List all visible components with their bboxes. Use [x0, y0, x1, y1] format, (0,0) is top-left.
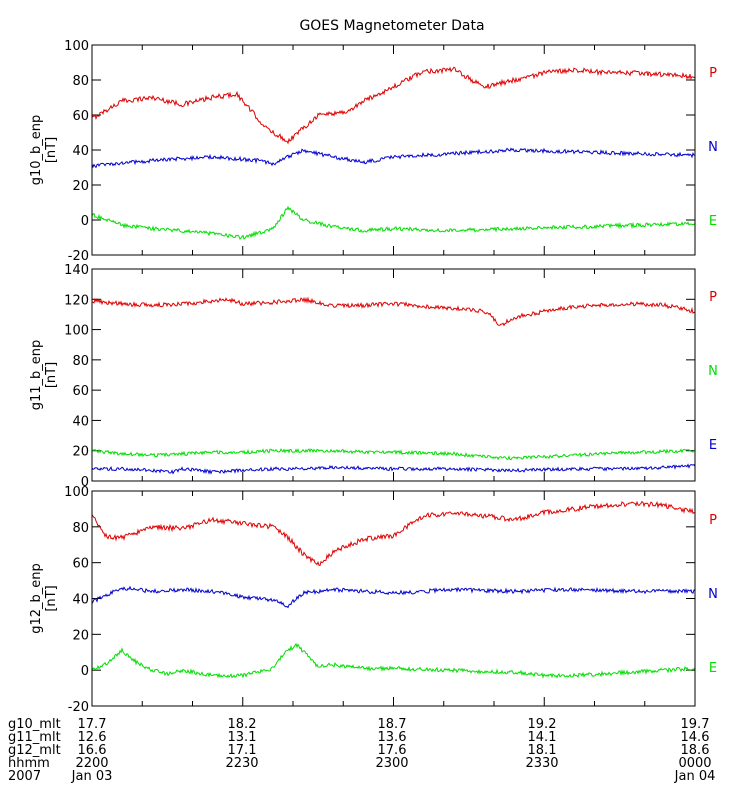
series-line-p [91, 296, 696, 327]
panel-frame [91, 490, 696, 707]
y-tick-label: 80 [72, 74, 89, 89]
y-tick-label: -20 [68, 700, 89, 715]
y-axis-label: g10_b_enp [29, 115, 44, 186]
y-tick-label: 100 [64, 485, 89, 500]
x-row-value: 14.6 [681, 730, 710, 745]
x-row-value: 2300 [375, 756, 408, 771]
y-tick-label: 80 [72, 354, 89, 369]
y-tick-label: 0 [81, 664, 89, 679]
y-axis-unit: [nT] [44, 137, 59, 163]
x-axis-label-rows: g10_mlt 17.7 18.2 18.7 19.2 19.7 g11_mlt 12.6 13… [8, 717, 715, 784]
x-row-value: 18.7 [378, 717, 407, 732]
x-row-value: Jan 03 [71, 769, 113, 784]
x-row-value: 19.2 [528, 717, 557, 732]
legend-n: N [708, 364, 718, 379]
legend-e: E [709, 661, 717, 676]
y-axis-label: g12_b_enp [29, 563, 44, 634]
x-row-label: 2007 [8, 769, 41, 784]
series-line-p [91, 500, 696, 566]
panel-1: -20 0 20 40 60 80 100 g10_b_enp [nT] P N E [29, 39, 718, 264]
x-row-value: 16.6 [78, 743, 107, 758]
legend-n: N [708, 140, 718, 155]
y-tick-label: -20 [68, 249, 89, 264]
x-row-value: 17.7 [78, 717, 107, 732]
x-row-value: 14.1 [528, 730, 557, 745]
y-tick-label: 0 [81, 214, 89, 229]
x-row-value: 17.6 [378, 743, 407, 758]
series-line-n [91, 147, 696, 169]
y-tick-label: 100 [64, 39, 89, 54]
legend-e: E [709, 214, 717, 229]
y-axis-label: g11_b_enp [29, 340, 44, 411]
panel-frame [91, 268, 696, 482]
y-tick-label: 40 [72, 593, 89, 608]
legend-e: E [709, 438, 717, 453]
y-tick-label: 40 [72, 414, 89, 429]
x-row-value: 2330 [525, 756, 558, 771]
y-tick-label: 60 [72, 384, 89, 399]
y-tick-label: 60 [72, 109, 89, 124]
x-row-value: 12.6 [78, 730, 107, 745]
series-line-p [91, 66, 696, 145]
y-axis-unit: [nT] [44, 585, 59, 611]
x-row-value: 13.6 [378, 730, 407, 745]
x-row-value: 0000 [678, 756, 711, 771]
chart-title: GOES Magnetometer Data [299, 18, 484, 34]
x-row-value: 19.7 [681, 717, 710, 732]
series-line-e [91, 642, 696, 679]
y-tick-label: 20 [72, 628, 89, 643]
x-row-value: 13.1 [228, 730, 257, 745]
y-tick-label: 120 [64, 293, 89, 308]
x-row-label: hhmm [8, 756, 50, 771]
x-row-value: 2230 [225, 756, 258, 771]
y-tick-label: 60 [72, 557, 89, 572]
legend-p: P [709, 290, 717, 305]
x-row-value: 18.1 [528, 743, 557, 758]
x-row-value: 18.6 [681, 743, 710, 758]
series-line-e [91, 463, 696, 475]
x-row-label: g11_mlt [8, 730, 61, 745]
legend-p: P [709, 513, 717, 528]
x-row-label: g10_mlt [8, 717, 61, 732]
legend-p: P [709, 66, 717, 81]
x-row-value: 18.2 [228, 717, 257, 732]
panel-3: -20 0 20 40 60 80 100 g12_b_enp [nT] P N E [29, 485, 718, 715]
x-row-label: g12_mlt [8, 743, 61, 758]
y-tick-label: 20 [72, 179, 89, 194]
x-row-value: Jan 04 [674, 769, 716, 784]
x-row-value: 2200 [75, 756, 108, 771]
y-tick-label: 20 [72, 445, 89, 460]
panel-2: 0 20 40 60 80 100 120 140 g11_b_enp [nT] P N E [29, 263, 718, 490]
series-line-n [91, 448, 696, 461]
y-axis-unit: [nT] [44, 362, 59, 388]
y-tick-label: 140 [64, 263, 89, 278]
x-row-value: 17.1 [228, 743, 257, 758]
y-tick-label: 80 [72, 521, 89, 536]
legend-n: N [708, 587, 718, 602]
panel-frame [91, 44, 696, 256]
y-tick-label: 0 [81, 475, 89, 490]
series-line-n [91, 585, 696, 609]
y-tick-label: 40 [72, 144, 89, 159]
series-line-e [91, 205, 696, 240]
y-tick-label: 100 [64, 324, 89, 339]
